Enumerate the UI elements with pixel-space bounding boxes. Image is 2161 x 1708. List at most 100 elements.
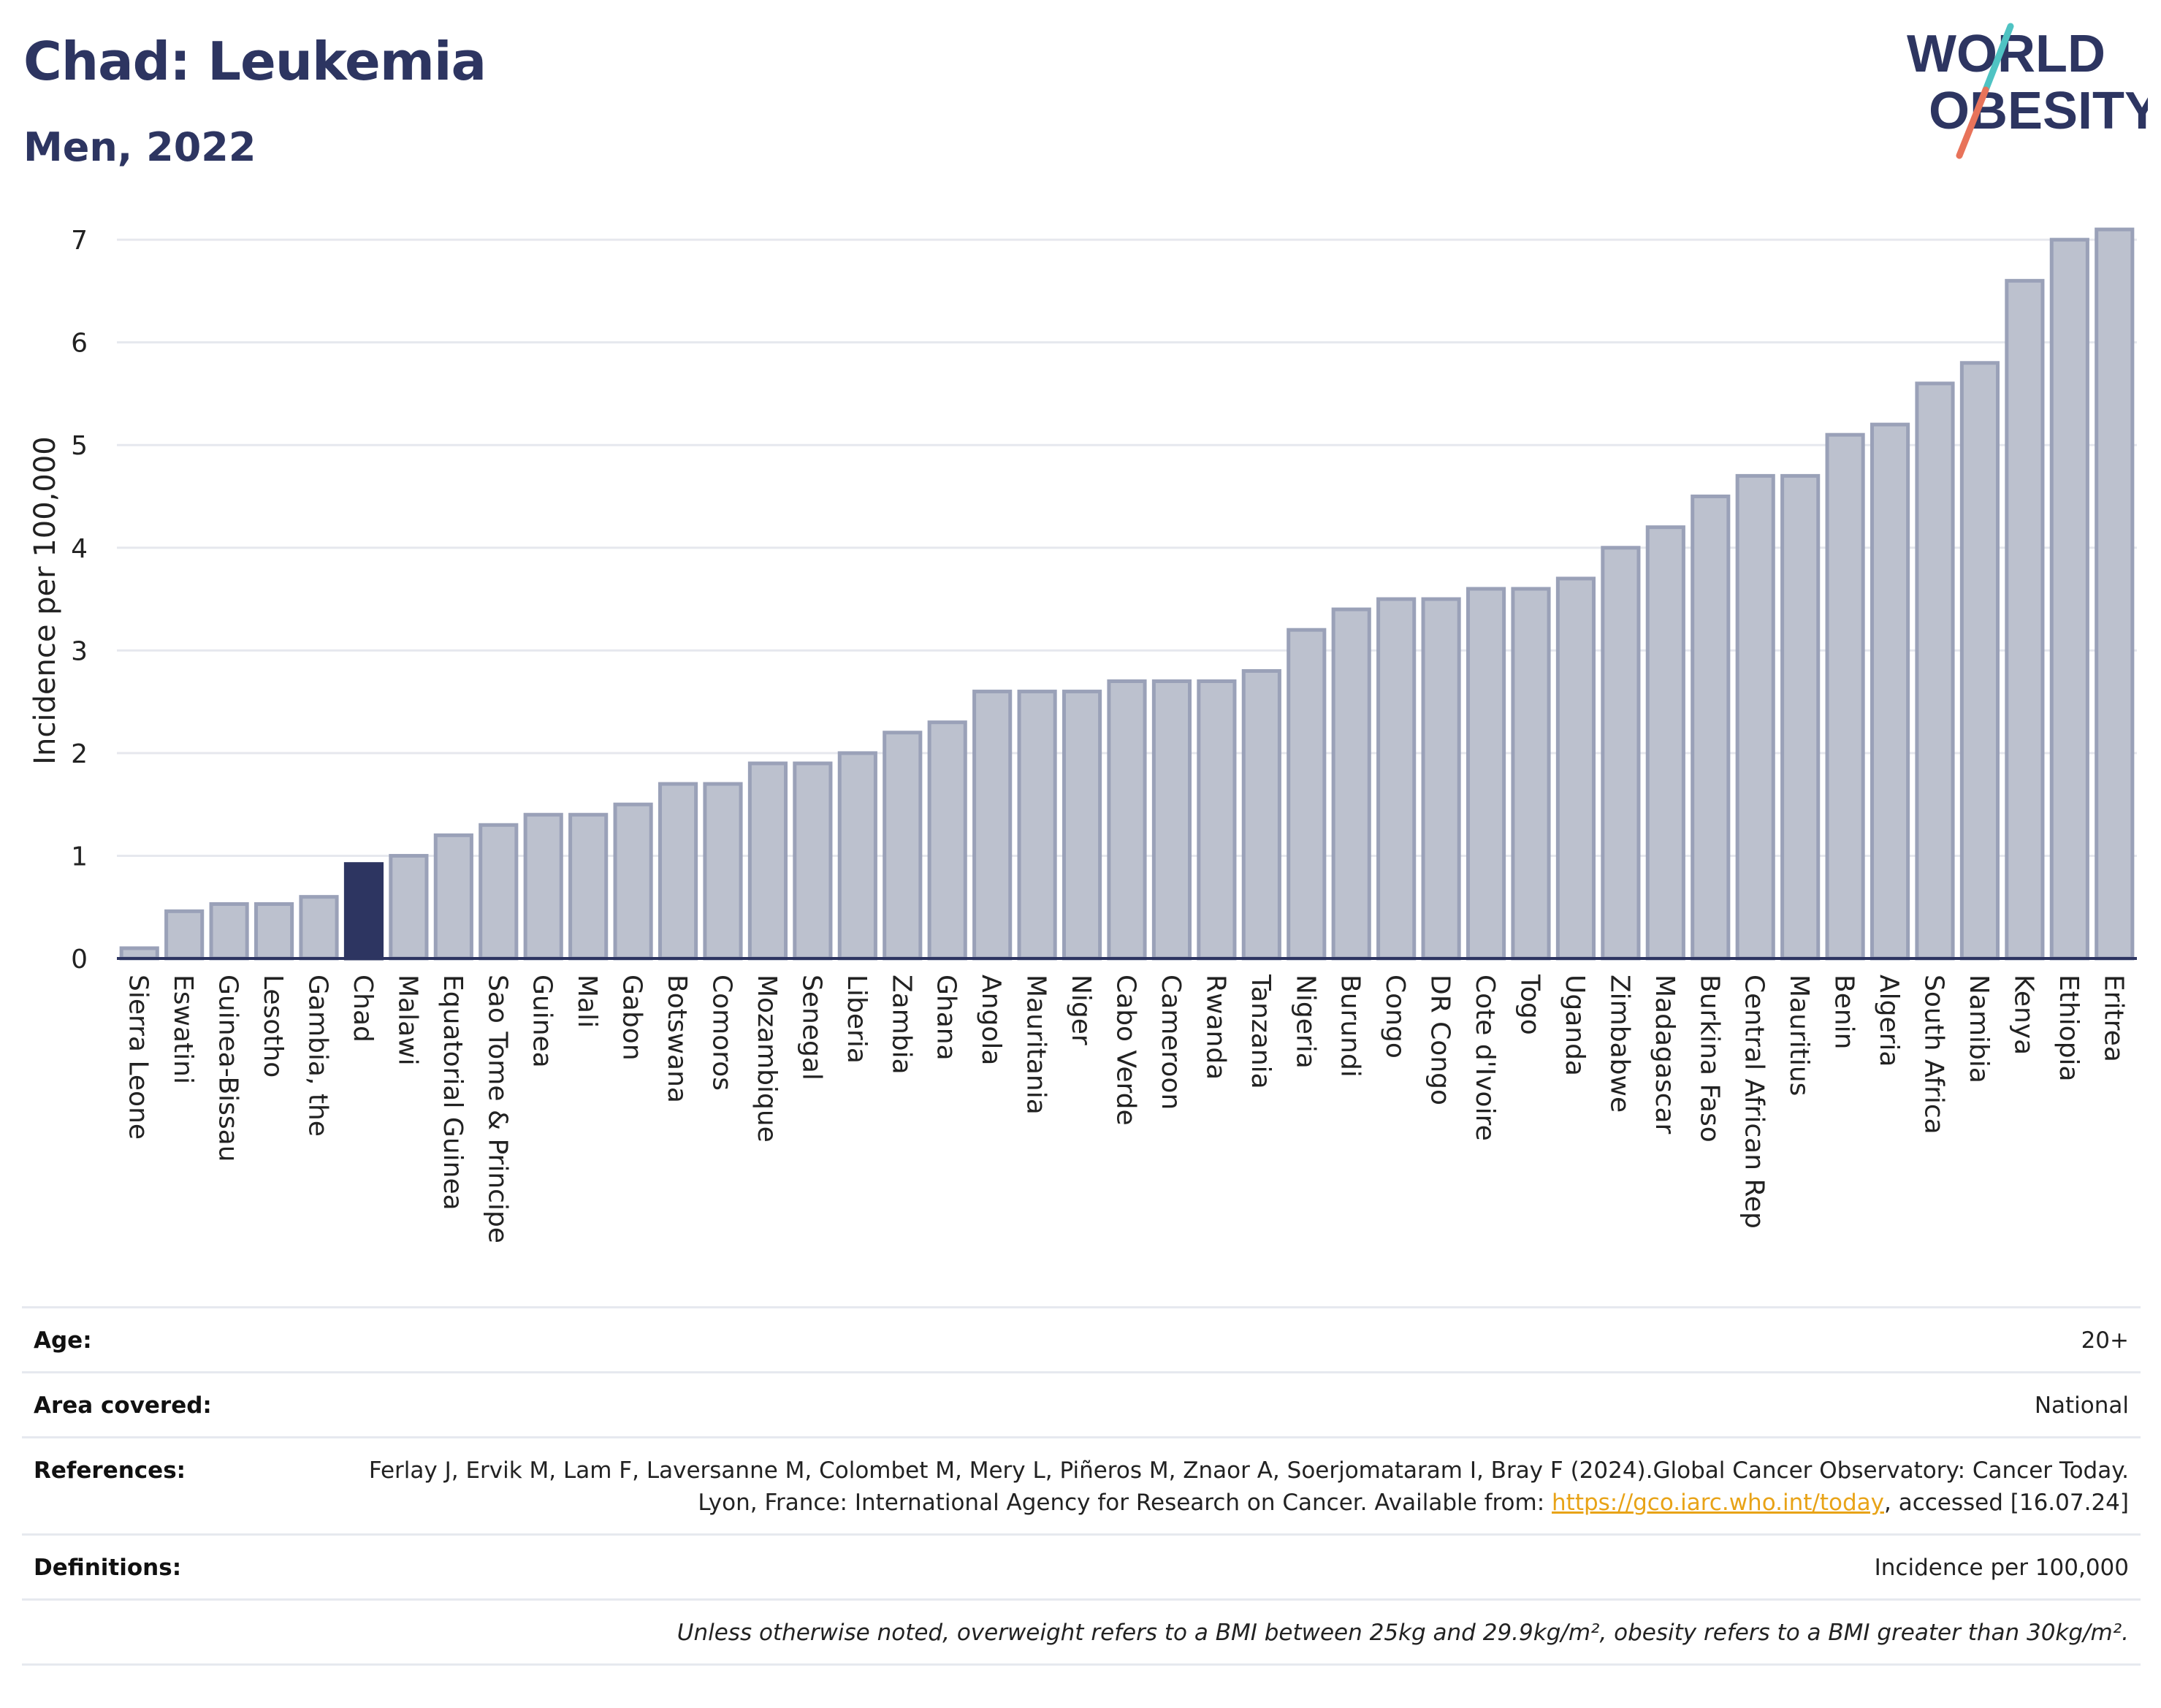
bar	[1870, 422, 1910, 961]
bar	[1331, 607, 1371, 961]
x-tick-label: Nigeria	[1290, 975, 1320, 1069]
bar	[343, 862, 384, 961]
x-tick-label: Sierra Leone	[123, 975, 153, 1140]
y-tick-label: 1	[71, 842, 88, 872]
page-title: Chad: Leukemia	[23, 31, 487, 92]
x-tick-label: Central African Rep	[1739, 975, 1769, 1229]
bar	[1421, 597, 1461, 961]
bar	[1241, 668, 1281, 961]
x-tick-label: Guinea	[527, 975, 557, 1068]
bar	[164, 909, 205, 961]
bar	[1151, 679, 1192, 961]
x-tick-label: Mali	[572, 975, 602, 1028]
bar	[747, 761, 788, 961]
bar	[119, 946, 159, 961]
x-tick-label: Uganda	[1560, 975, 1590, 1076]
bar	[1107, 679, 1147, 961]
references-suffix: , accessed [16.07.24]	[1883, 1490, 2129, 1516]
world-obesity-logo: WORLD OBESITY	[1907, 23, 2148, 159]
y-tick-label: 0	[71, 945, 88, 975]
x-tick-label: Kenya	[2008, 975, 2038, 1055]
x-tick-label: Lesotho	[258, 975, 288, 1078]
bmi-note: Unless otherwise noted, overweight refer…	[676, 1620, 2129, 1646]
bar	[2005, 278, 2045, 961]
y-tick-label: 4	[71, 534, 88, 564]
x-tick-label: Equatorial Guinea	[438, 975, 468, 1211]
area-label: Area covered:	[34, 1392, 212, 1419]
page-subtitle: Men, 2022	[23, 124, 256, 170]
definitions-value: Incidence per 100,000	[1874, 1555, 2129, 1581]
y-tick-label: 3	[71, 636, 88, 666]
logo-slash-teal	[1982, 23, 2014, 94]
references-label: References:	[34, 1457, 186, 1484]
bar	[1601, 546, 1641, 961]
x-tick-label: Mauritania	[1021, 975, 1051, 1115]
references-text: Ferlay J, Ervik M, Lam F, Laversanne M, …	[368, 1457, 2129, 1516]
bar	[1062, 690, 1102, 961]
bar	[1511, 587, 1551, 961]
bar	[433, 833, 473, 961]
info-row-note: Unless otherwise noted, overweight refer…	[22, 1598, 2141, 1666]
y-tick-label: 7	[71, 226, 88, 256]
bar	[209, 902, 249, 961]
age-label: Age:	[34, 1327, 92, 1354]
x-tick-label: Cameroon	[1156, 975, 1186, 1110]
x-tick-label: Algeria	[1874, 975, 1904, 1067]
bar	[1825, 432, 1865, 961]
x-tick-label: Cote d'Ivoire	[1470, 975, 1500, 1141]
bar-chart: 0 1 2 3 4 5 6 7 Incidence per 100,000 Sierra Leon…	[28, 226, 2137, 1243]
x-tick-label: Eritrea	[2098, 975, 2128, 1062]
x-tick-label: Rwanda	[1200, 975, 1230, 1080]
bar	[1780, 473, 1821, 961]
x-tick-label: Mauritius	[1784, 975, 1814, 1096]
bar	[1555, 576, 1596, 961]
x-tick-label: Mozambique	[752, 975, 782, 1143]
y-axis-title: Incidence per 100,000	[28, 436, 62, 765]
x-tick-label: Gabon	[617, 975, 647, 1061]
x-tick-label: Guinea-Bissau	[213, 975, 243, 1162]
x-tick-label: Chad	[348, 975, 378, 1042]
x-tick-label: Zambia	[886, 975, 916, 1075]
bar	[254, 902, 294, 961]
logo-slash-coral	[1956, 86, 1989, 159]
bar	[1915, 381, 1955, 961]
references-link[interactable]: https://gco.iarc.who.int/today	[1552, 1490, 1884, 1516]
x-tick-label: Eswatini	[168, 975, 198, 1084]
bar	[837, 751, 877, 961]
bar	[703, 782, 743, 961]
x-tick-label: Tanzania	[1246, 974, 1276, 1089]
y-tick-label: 6	[71, 329, 88, 359]
x-tick-label: Togo	[1515, 974, 1545, 1035]
y-tick-label: 5	[71, 431, 88, 461]
area-value: National	[2034, 1392, 2129, 1419]
definitions-label: Definitions:	[34, 1555, 182, 1581]
x-tick-label: Cabo Verde	[1111, 975, 1141, 1126]
bar	[1017, 690, 1057, 961]
bar	[299, 895, 339, 961]
x-tick-label: Madagascar	[1650, 975, 1680, 1135]
y-tick-label: 2	[71, 739, 88, 769]
x-tick-label: Namibia	[1964, 975, 1994, 1083]
x-tick-label: Ghana	[931, 975, 961, 1061]
info-row-area: Area covered: National	[22, 1371, 2141, 1436]
x-tick-label: Senegal	[796, 975, 826, 1080]
bar	[2049, 237, 2089, 961]
x-tick-label: Benin	[1829, 975, 1859, 1049]
bar	[1645, 525, 1685, 961]
bar	[568, 812, 609, 961]
x-tick-label: Sao Tome & Principe	[482, 975, 512, 1243]
bar	[883, 731, 923, 961]
bar	[613, 802, 653, 961]
bar	[1735, 473, 1775, 961]
bar	[1959, 361, 2000, 961]
bar	[927, 720, 967, 961]
bar	[1287, 628, 1327, 961]
bar	[972, 690, 1013, 961]
x-tick-label: Burundi	[1335, 975, 1365, 1078]
bar	[1197, 679, 1237, 961]
bar	[1691, 495, 1731, 961]
references-value: Ferlay J, Ervik M, Lam F, Laversanne M, …	[302, 1455, 2129, 1519]
x-tick-label: Liberia	[842, 975, 872, 1064]
x-tick-label: Ethiopia	[2054, 975, 2084, 1082]
info-row-age: Age: 20+	[22, 1306, 2141, 1371]
